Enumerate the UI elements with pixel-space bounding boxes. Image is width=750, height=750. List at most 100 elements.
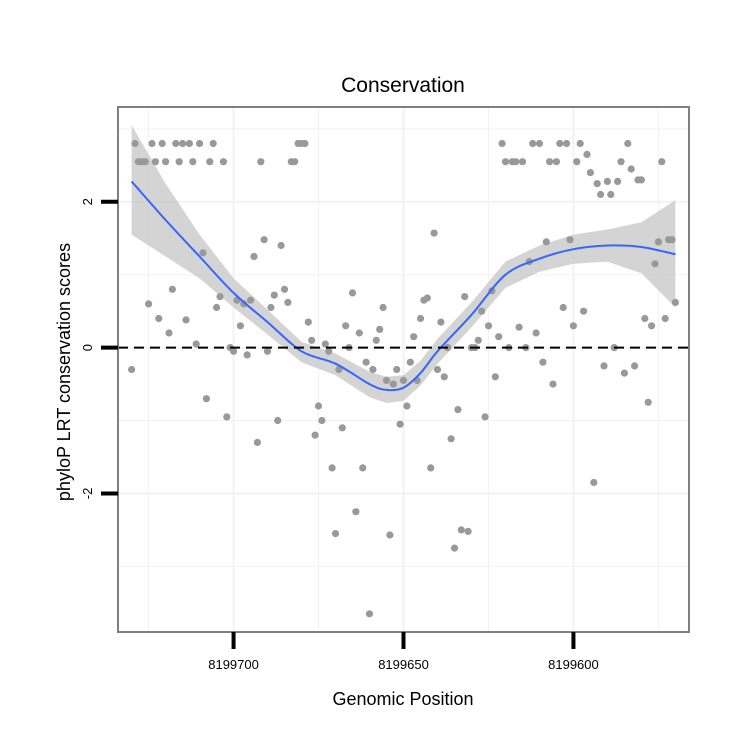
data-point xyxy=(603,177,612,185)
data-point xyxy=(348,289,357,297)
data-point xyxy=(399,376,408,384)
data-point xyxy=(481,413,489,421)
data-point xyxy=(637,176,646,184)
chart-title: Conservation xyxy=(341,74,465,97)
data-point xyxy=(661,314,669,323)
data-point xyxy=(563,139,571,148)
data-point xyxy=(457,526,465,534)
data-point xyxy=(206,158,214,166)
data-point xyxy=(627,165,635,173)
data-point xyxy=(247,296,255,304)
data-point xyxy=(437,318,445,326)
data-point xyxy=(607,190,615,199)
data-point xyxy=(263,347,272,355)
data-point xyxy=(236,322,244,330)
data-point xyxy=(464,527,472,536)
data-point xyxy=(580,307,588,315)
data-point xyxy=(430,229,438,237)
data-point xyxy=(671,298,680,306)
x-axis: 8199700 8199650 8199600 xyxy=(208,632,599,672)
data-point xyxy=(382,376,391,384)
data-point xyxy=(148,139,156,148)
data-point xyxy=(427,464,435,472)
data-point xyxy=(230,347,238,355)
x-tick-label: 8199700 xyxy=(208,657,259,672)
data-point xyxy=(586,169,595,177)
data-point xyxy=(304,318,312,326)
data-point xyxy=(379,303,387,312)
data-point xyxy=(158,139,166,148)
data-point xyxy=(648,322,656,330)
y-axis: -2 0 2 xyxy=(80,198,118,499)
data-point xyxy=(447,435,455,443)
data-point xyxy=(474,336,482,344)
data-point xyxy=(532,329,540,337)
x-tick-label: 8199650 xyxy=(378,657,429,672)
data-point xyxy=(253,438,261,446)
plot-panel xyxy=(117,106,690,633)
data-point xyxy=(280,285,289,293)
confidence-band xyxy=(131,125,676,403)
data-point xyxy=(546,158,554,166)
data-point xyxy=(308,336,316,344)
data-point xyxy=(376,325,384,333)
data-point xyxy=(219,158,227,166)
data-point xyxy=(668,236,676,244)
data-point xyxy=(573,158,581,166)
data-point xyxy=(393,365,401,374)
data-point xyxy=(318,416,326,425)
data-point xyxy=(372,336,380,344)
data-point xyxy=(321,340,329,348)
data-point xyxy=(512,158,520,166)
data-point xyxy=(450,544,459,552)
data-point xyxy=(270,291,278,299)
data-point xyxy=(213,303,221,312)
data-point xyxy=(620,369,629,377)
data-point xyxy=(542,238,550,246)
data-point xyxy=(250,252,258,261)
data-point xyxy=(185,139,193,148)
data-point xyxy=(355,329,363,337)
data-point xyxy=(624,139,632,148)
data-point xyxy=(335,365,343,374)
data-point xyxy=(593,180,601,188)
data-point xyxy=(328,464,336,472)
data-point xyxy=(478,307,486,315)
data-point xyxy=(141,158,149,166)
data-point xyxy=(274,416,282,425)
data-point xyxy=(654,238,663,246)
data-point xyxy=(291,158,299,166)
data-point xyxy=(396,420,404,428)
data-point xyxy=(576,139,584,148)
data-point xyxy=(151,158,159,166)
data-point xyxy=(128,365,136,374)
data-point xyxy=(202,395,210,403)
data-point xyxy=(518,158,527,166)
data-point xyxy=(403,402,411,410)
data-point xyxy=(199,249,207,257)
data-point xyxy=(267,303,275,312)
smooth-line xyxy=(130,180,676,392)
data-point xyxy=(406,358,414,366)
data-point xyxy=(617,158,625,166)
data-point xyxy=(145,300,153,308)
data-point xyxy=(600,362,608,370)
data-point xyxy=(165,329,173,337)
data-point xyxy=(179,139,187,148)
data-point xyxy=(172,139,180,148)
data-points xyxy=(128,139,680,618)
grid-lines xyxy=(118,107,689,632)
data-point xyxy=(338,424,346,432)
data-point xyxy=(311,431,319,439)
data-point xyxy=(539,358,547,366)
y-tick-label: 0 xyxy=(80,344,95,351)
data-point xyxy=(631,362,639,370)
data-point xyxy=(342,322,350,330)
data-point xyxy=(641,314,649,323)
data-point xyxy=(597,190,605,199)
data-point xyxy=(301,139,309,148)
x-tick-label: 8199600 xyxy=(548,657,599,672)
data-point xyxy=(359,464,367,472)
data-point xyxy=(196,139,204,148)
